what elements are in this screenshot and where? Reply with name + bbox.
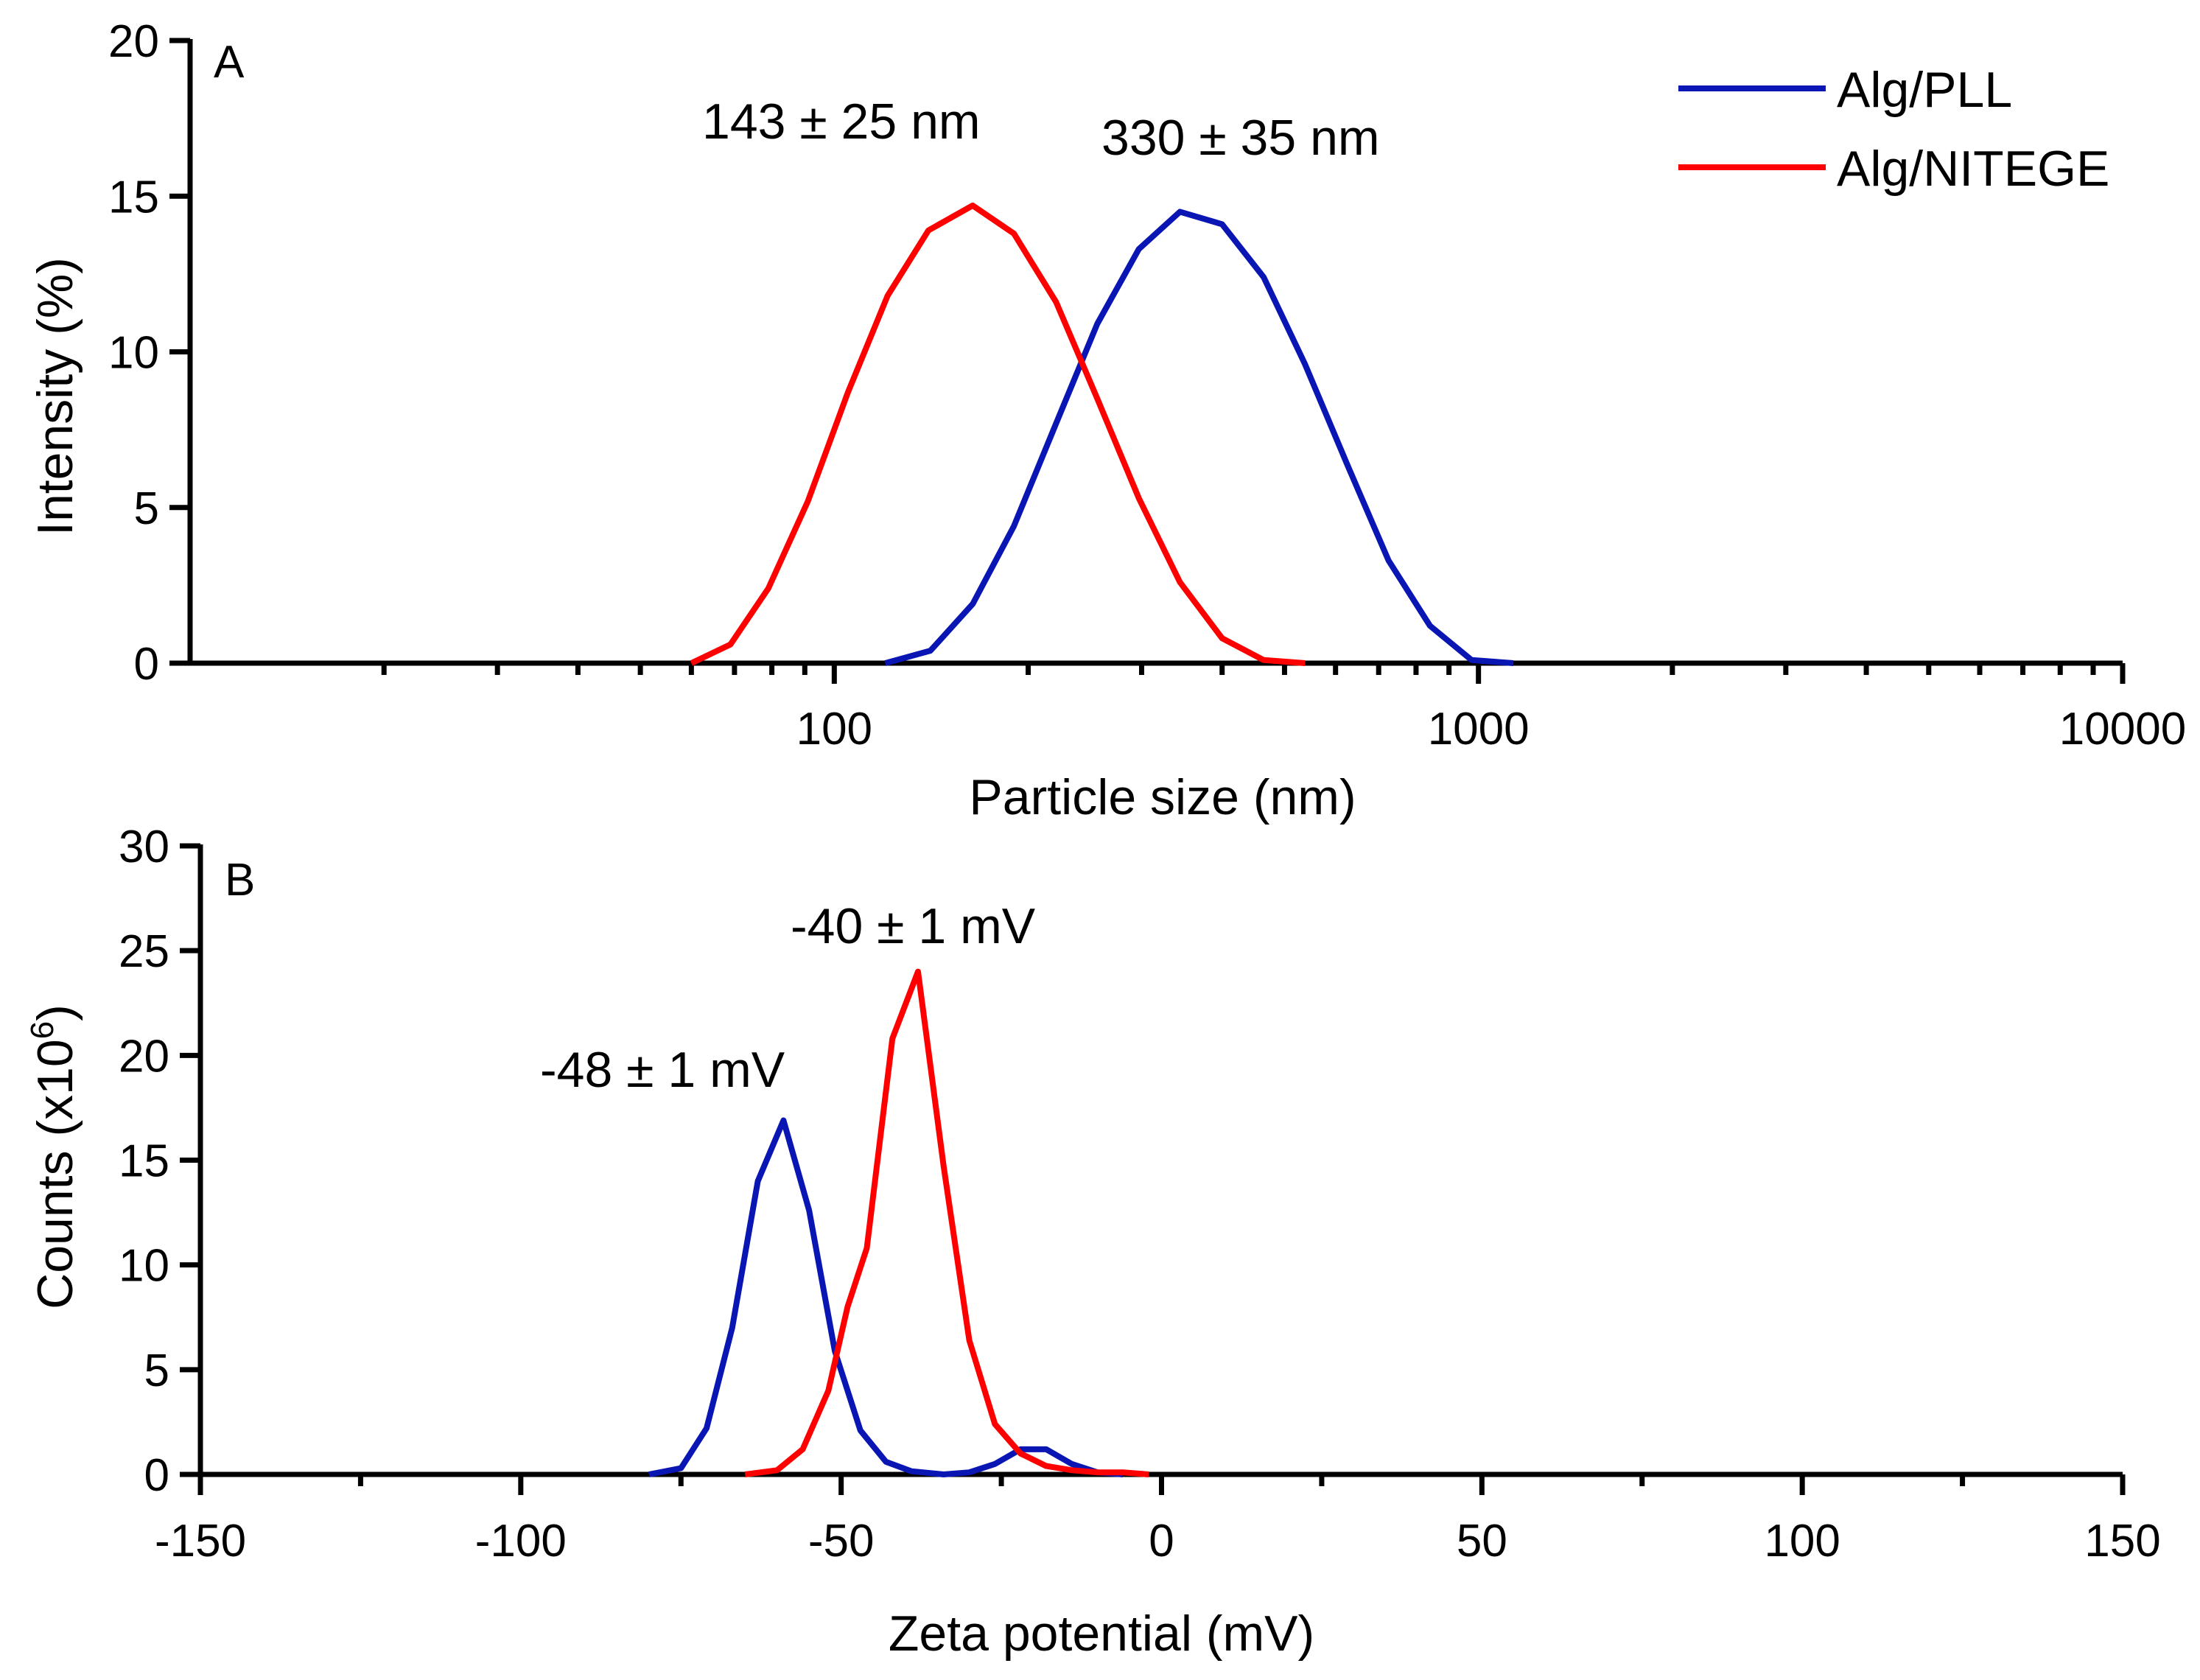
- panel-b-x-tick-label: 100: [1764, 1516, 1840, 1567]
- panel-b-letter: B: [225, 855, 255, 906]
- panel-b-x-axis: -150 -100 -50 0 50 100 150: [155, 1471, 2161, 1567]
- panel-b-y-tick-label: 20: [119, 1031, 169, 1082]
- panel-a-series: [690, 202, 1514, 666]
- panel-b-series-line-alg-nitege: [744, 968, 1149, 1477]
- panel-b-x-axis-label: Zeta potential (mV): [889, 1606, 1314, 1662]
- panel-b-y-tick-label: 5: [144, 1345, 169, 1396]
- panel-b-y-tick-label: 10: [119, 1241, 169, 1292]
- panel-a-series-line-alg-pll: [884, 209, 1514, 666]
- panel-a-chart: 0 5 10 15 20 100 1000 10000 A 143 ± 25 nm 330 …: [27, 16, 2186, 825]
- panel-a-annotation-nitege: 143 ± 25 nm: [702, 94, 981, 150]
- panel-a-annotation-pll: 330 ± 35 nm: [1101, 110, 1380, 166]
- panel-b-y-tick-label: 15: [119, 1136, 169, 1187]
- panel-b-series-line-alg-pll: [648, 1117, 1124, 1477]
- panel-b-y-tick-label: 30: [119, 822, 169, 872]
- panel-a-x-axis-label: Particle size (nm): [969, 769, 1356, 825]
- panel-a-y-tick-label: 10: [108, 328, 159, 379]
- panel-b-y-axis-label: Counts (x106): [24, 1004, 83, 1309]
- legend: Alg/PLL Alg/NITEGE: [1678, 62, 2109, 197]
- panel-b-x-tick-label: -150: [155, 1516, 246, 1567]
- panel-a-y-axis: 0 5 10 15 20: [108, 16, 193, 690]
- panel-b-chart: 0 5 10 15 20 25 30 -150 -100 -50 0 50 100 150 B -40 …: [24, 822, 2161, 1662]
- panel-b-series: [648, 968, 1149, 1477]
- panel-b-x-tick-label: 50: [1457, 1516, 1507, 1567]
- panel-a-y-tick-label: 0: [134, 639, 159, 690]
- panel-a-x-tick-label: 1000: [1428, 704, 1530, 755]
- panel-b-x-tick-label: 150: [2084, 1516, 2160, 1567]
- panel-a-letter: A: [214, 37, 245, 88]
- panel-a-y-tick-label: 20: [108, 16, 159, 67]
- panel-b-y-axis-label-superscript: 6: [24, 1021, 60, 1039]
- panel-a-x-axis: 100 1000 10000: [187, 660, 2186, 755]
- panel-a-y-tick-label: 5: [134, 483, 159, 534]
- panel-b-annotation-nitege: -40 ± 1 mV: [791, 898, 1036, 954]
- panel-b-x-tick-label: 0: [1149, 1516, 1174, 1567]
- panel-b-y-axis-label-suffix: ): [27, 1004, 83, 1021]
- panel-a-series-line-alg-nitege: [690, 202, 1306, 666]
- legend-label-alg-nitege: Alg/NITEGE: [1837, 141, 2109, 197]
- panel-b-y-axis: 0 5 10 15 20 25 30: [119, 822, 203, 1501]
- panel-b-x-tick-label: -50: [808, 1516, 875, 1567]
- panel-b-y-tick-label: 0: [144, 1450, 169, 1501]
- panel-b-annotation-pll: -48 ± 1 mV: [540, 1042, 785, 1098]
- panel-b-x-tick-label: -100: [475, 1516, 567, 1567]
- panel-a-x-tick-label: 100: [796, 704, 872, 755]
- panel-a-x-tick-label: 10000: [2059, 704, 2186, 755]
- panel-b-y-tick-label: 25: [119, 926, 169, 977]
- panel-a-y-tick-label: 15: [108, 172, 159, 223]
- legend-label-alg-pll: Alg/PLL: [1837, 62, 2012, 118]
- panel-a-y-axis-label: Intensity (%): [27, 257, 83, 536]
- panel-b-y-axis-label-main: Counts (x10: [27, 1039, 83, 1309]
